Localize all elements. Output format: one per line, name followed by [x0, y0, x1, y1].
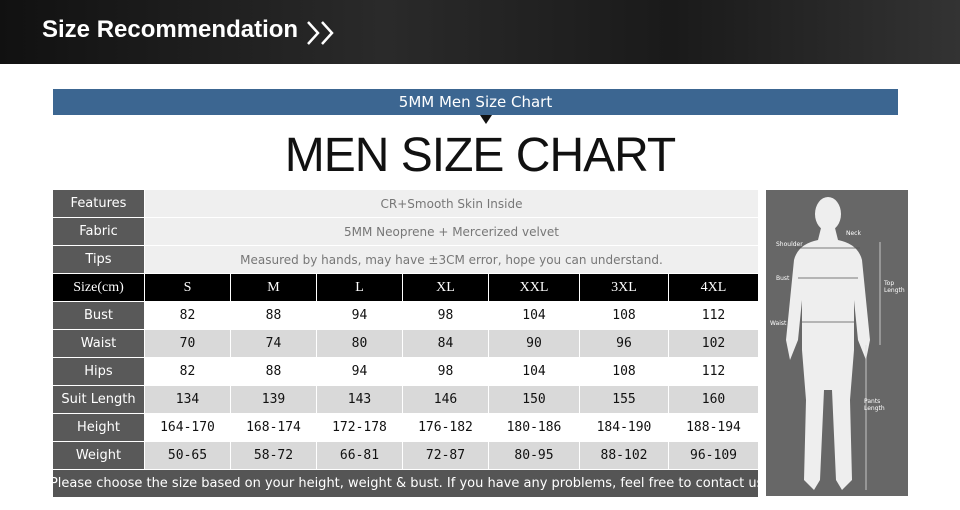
size-value: 139 [231, 386, 316, 413]
size-header: L [317, 274, 402, 301]
figure-label: Bust [776, 275, 790, 282]
size-value: 82 [145, 358, 230, 385]
size-value: 112 [669, 302, 758, 329]
info-value: Measured by hands, may have ±3CM error, … [145, 246, 758, 273]
size-value: 150 [489, 386, 579, 413]
size-value: 80-95 [489, 442, 579, 469]
figure-label: Waist [770, 320, 787, 327]
size-value: 104 [489, 302, 579, 329]
size-value: 84 [403, 330, 488, 357]
size-value: 80 [317, 330, 402, 357]
info-value: CR+Smooth Skin Inside [145, 190, 758, 217]
size-value: 188-194 [669, 414, 758, 441]
row-label: Weight [53, 442, 144, 469]
size-value: 164-170 [145, 414, 230, 441]
size-header-label: Size(cm) [53, 274, 144, 301]
row-label: Fabric [53, 218, 144, 245]
size-value: 94 [317, 302, 402, 329]
size-value: 90 [489, 330, 579, 357]
size-value: 184-190 [580, 414, 668, 441]
size-value: 102 [669, 330, 758, 357]
size-value: 66-81 [317, 442, 402, 469]
figure-label: Pants Length [864, 398, 885, 412]
size-value: 146 [403, 386, 488, 413]
size-table: Features CR+Smooth Skin Inside Fabric 5MM N… [53, 190, 758, 497]
header: Size Recommendation [0, 0, 960, 64]
silhouette [786, 197, 881, 490]
pointer [480, 115, 492, 124]
size-value: 108 [580, 302, 668, 329]
row-label: Hips [53, 358, 144, 385]
size-value: 112 [669, 358, 758, 385]
size-value: 72-87 [403, 442, 488, 469]
row-label: Tips [53, 246, 144, 273]
size-value: 88-102 [580, 442, 668, 469]
row-label: Height [53, 414, 144, 441]
size-value: 94 [317, 358, 402, 385]
row-label: Waist [53, 330, 144, 357]
size-header: 4XL [669, 274, 758, 301]
size-value: 74 [231, 330, 316, 357]
size-value: 50-65 [145, 442, 230, 469]
note: *Please choose the size based on your he… [53, 470, 758, 497]
size-value: 88 [231, 358, 316, 385]
size-value: 98 [403, 358, 488, 385]
size-value: 96 [580, 330, 668, 357]
chevrons [307, 21, 334, 45]
size-header: XXL [489, 274, 579, 301]
size-value: 160 [669, 386, 758, 413]
size-header: S [145, 274, 230, 301]
size-value: 172-178 [317, 414, 402, 441]
size-header: M [231, 274, 316, 301]
row-label: Features [53, 190, 144, 217]
figure-label: Neck [846, 230, 861, 237]
size-header: 3XL [580, 274, 668, 301]
row-label: Bust [53, 302, 144, 329]
size-value: 134 [145, 386, 230, 413]
size-value: 155 [580, 386, 668, 413]
size-value: 58-72 [231, 442, 316, 469]
info-value: 5MM Neoprene + Mercerized velvet [145, 218, 758, 245]
figure-label: Top Length [884, 280, 905, 294]
size-value: 82 [145, 302, 230, 329]
size-value: 108 [580, 358, 668, 385]
size-header: XL [403, 274, 488, 301]
size-value: 180-186 [489, 414, 579, 441]
size-value: 104 [489, 358, 579, 385]
heading: MEN SIZE CHART [284, 129, 676, 182]
figure-label: Shoulder [776, 241, 803, 248]
size-value: 88 [231, 302, 316, 329]
header-title: Size Recommendation [42, 16, 299, 43]
row-label: Suit Length [53, 386, 144, 413]
banner: 5MM Men Size Chart [53, 89, 898, 115]
body-figure: Neck Shoulder Bust Waist Top Length Pant… [766, 190, 908, 496]
size-value: 168-174 [231, 414, 316, 441]
size-value: 143 [317, 386, 402, 413]
size-value: 176-182 [403, 414, 488, 441]
size-value: 98 [403, 302, 488, 329]
size-value: 96-109 [669, 442, 758, 469]
size-value: 70 [145, 330, 230, 357]
